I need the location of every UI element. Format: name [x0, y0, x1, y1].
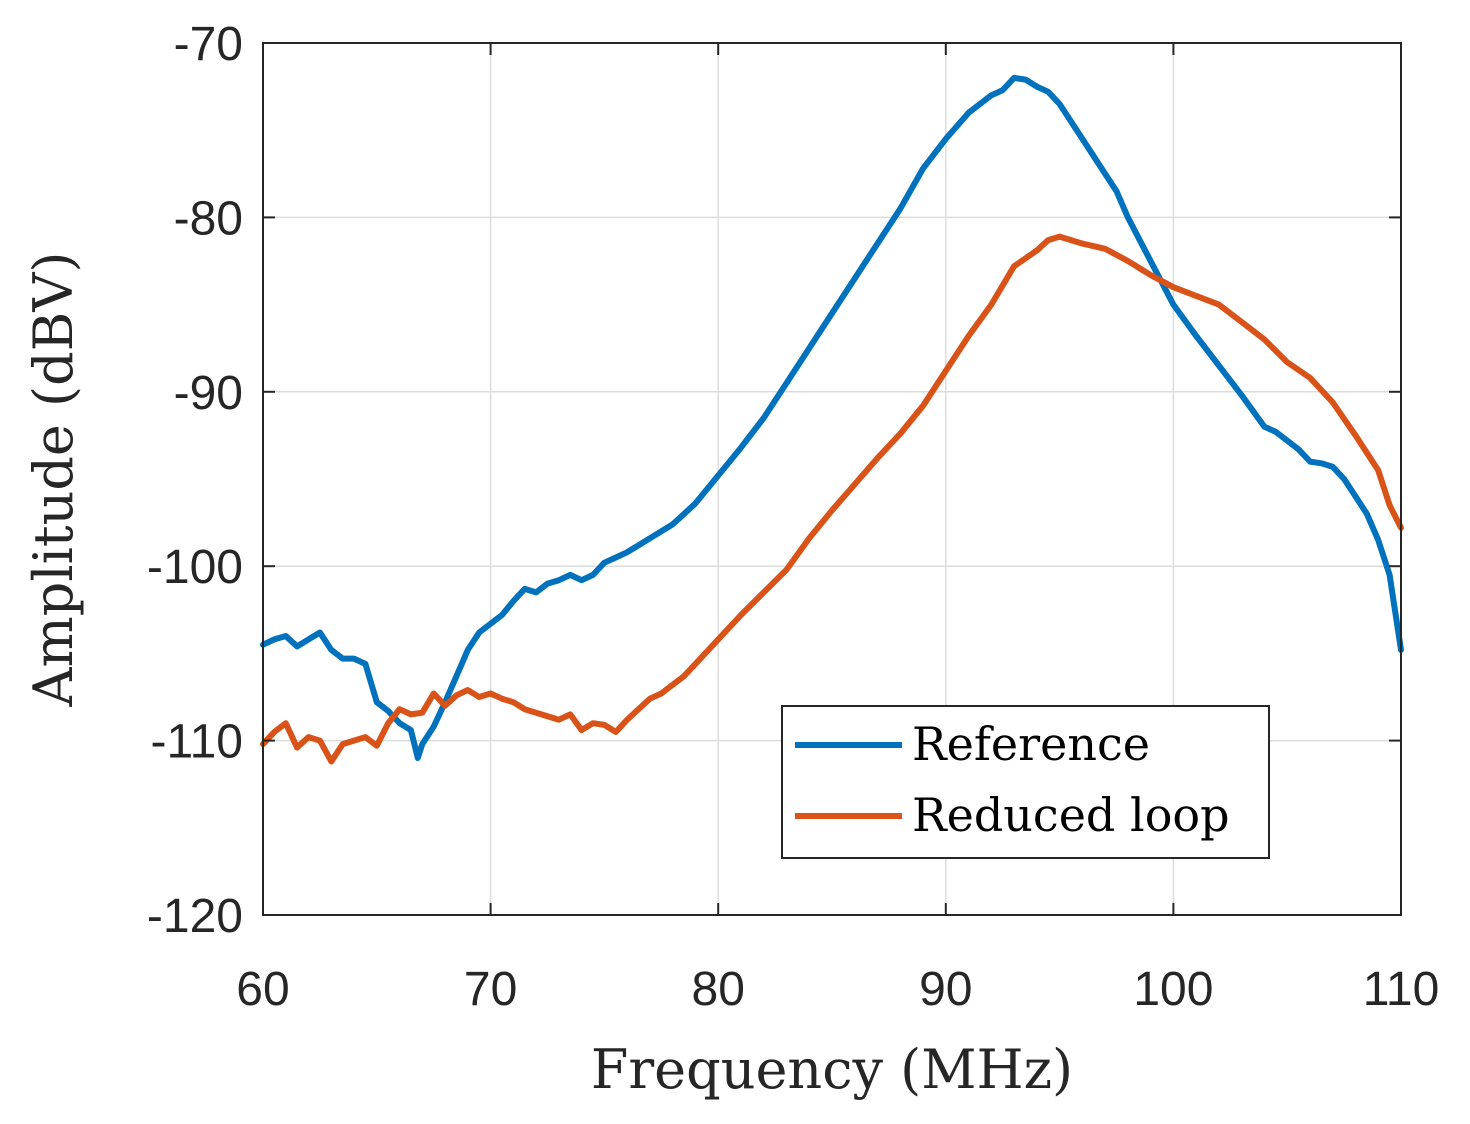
y-tick-label: -120	[147, 890, 243, 943]
y-tick-label: -90	[174, 367, 243, 420]
y-tick-label: -110	[150, 716, 243, 769]
axis-ticks	[262, 42, 1402, 916]
series-line-reduced-loop	[260, 233, 1404, 765]
x-tick-label: 90	[919, 963, 972, 1016]
legend-label-reference: Reference	[912, 717, 1150, 771]
series-layer	[260, 74, 1404, 765]
legend-label-reduced-loop: Reduced loop	[912, 788, 1230, 842]
legend-box	[781, 705, 1270, 859]
x-axis-label: Frequency (MHz)	[591, 1038, 1073, 1101]
y-tick-label: -80	[174, 192, 243, 245]
x-tick-label: 80	[692, 963, 745, 1016]
x-tick-label: 60	[236, 963, 289, 1016]
legend: Reference Reduced loop	[781, 705, 1270, 859]
y-tick-label: -100	[147, 541, 243, 594]
series-line-reference	[260, 74, 1404, 761]
x-tick-label: 100	[1133, 963, 1213, 1016]
tick-labels: 60 70 80 90 100 110 -70 -80 -90 -100 -110 -120	[147, 18, 1439, 1016]
x-tick-label: 70	[464, 963, 517, 1016]
x-tick-label: 110	[1363, 963, 1440, 1016]
y-tick-label: -70	[174, 18, 243, 71]
plot-frame	[262, 42, 1402, 916]
y-axis-label: Amplitude (dBV)	[22, 252, 85, 708]
